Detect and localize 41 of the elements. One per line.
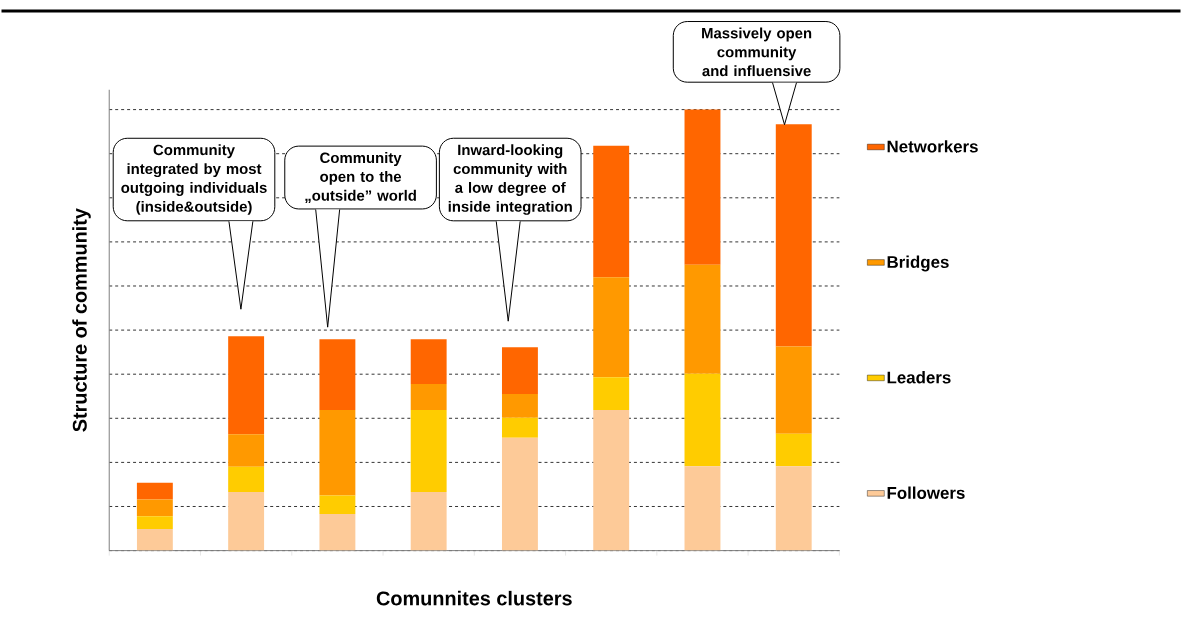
bar <box>136 499 173 516</box>
bar <box>136 482 173 500</box>
bar <box>593 377 630 410</box>
legend-label: Leaders <box>887 370 951 384</box>
bar <box>593 145 630 277</box>
bar <box>684 264 721 374</box>
bar <box>775 346 812 434</box>
bar <box>593 409 630 551</box>
bar <box>410 339 447 384</box>
annotation: Community open to the „outside” world <box>305 151 416 203</box>
bar <box>319 513 356 551</box>
bar <box>136 528 173 551</box>
legend-label: Followers <box>887 486 965 499</box>
bar <box>319 339 356 410</box>
bar <box>228 336 265 434</box>
bar <box>501 347 538 394</box>
annotation: Inward-looking community with a low degree of inside integration <box>448 144 572 215</box>
annotation: Community integrated by most outgoing individuals (inside&outside) <box>121 144 267 215</box>
bar <box>410 383 447 410</box>
bar <box>136 515 173 529</box>
bar <box>410 409 447 492</box>
bar <box>684 373 721 467</box>
bar <box>593 276 630 378</box>
legend-label: Networkers <box>887 139 978 153</box>
bar <box>228 491 265 551</box>
bar <box>228 466 265 492</box>
x-axis-title: Comunnites clusters <box>376 590 572 606</box>
bar <box>775 466 812 551</box>
bar <box>775 433 812 467</box>
bar <box>501 437 538 551</box>
bar <box>684 109 721 265</box>
legend-label: Bridges <box>887 255 949 272</box>
bar <box>319 409 356 496</box>
bar <box>319 495 356 514</box>
text: Massively open community and influensive <box>702 27 812 76</box>
bar <box>410 491 447 551</box>
bar <box>501 393 538 418</box>
y-axis-title: Structure of community <box>72 208 91 432</box>
bar <box>684 466 721 551</box>
bar <box>228 433 265 467</box>
bar <box>501 417 538 438</box>
